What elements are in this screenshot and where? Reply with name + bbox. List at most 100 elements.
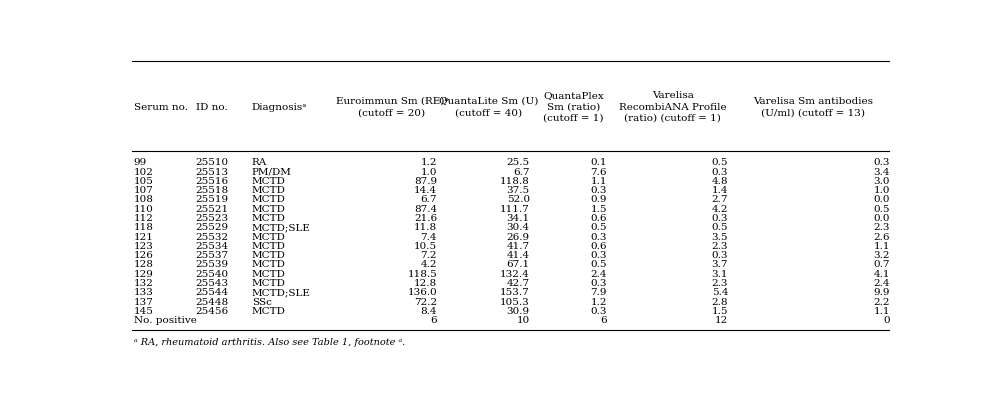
Text: 25534: 25534 bbox=[195, 241, 229, 250]
Text: 25448: 25448 bbox=[195, 297, 229, 306]
Text: Diagnosisᵃ: Diagnosisᵃ bbox=[252, 102, 307, 111]
Text: 110: 110 bbox=[133, 204, 153, 213]
Text: Serum no.: Serum no. bbox=[133, 102, 188, 111]
Text: 2.3: 2.3 bbox=[873, 223, 890, 232]
Text: 1.0: 1.0 bbox=[420, 167, 437, 176]
Text: 6: 6 bbox=[430, 315, 437, 324]
Text: MCTD: MCTD bbox=[252, 260, 286, 269]
Text: 25543: 25543 bbox=[195, 278, 229, 287]
Text: 9.9: 9.9 bbox=[873, 288, 890, 296]
Text: 0.6: 0.6 bbox=[591, 213, 607, 223]
Text: MCTD: MCTD bbox=[252, 278, 286, 287]
Text: 126: 126 bbox=[133, 251, 153, 259]
Text: 21.6: 21.6 bbox=[414, 213, 437, 223]
Text: Euroimmun Sm (RE)ᵇ
(cutoff = 20): Euroimmun Sm (RE)ᵇ (cutoff = 20) bbox=[336, 97, 448, 117]
Text: 1.5: 1.5 bbox=[591, 204, 607, 213]
Text: 6.7: 6.7 bbox=[420, 195, 437, 204]
Text: 1.4: 1.4 bbox=[711, 186, 728, 194]
Text: 25521: 25521 bbox=[195, 204, 229, 213]
Text: SSc: SSc bbox=[252, 297, 272, 306]
Text: 128: 128 bbox=[133, 260, 153, 269]
Text: 25523: 25523 bbox=[195, 213, 229, 223]
Text: 129: 129 bbox=[133, 269, 153, 278]
Text: 1.1: 1.1 bbox=[873, 306, 890, 315]
Text: 105: 105 bbox=[133, 176, 153, 185]
Text: MCTD: MCTD bbox=[252, 195, 286, 204]
Text: QuantaLite Sm (U)
(cutoff = 40): QuantaLite Sm (U) (cutoff = 40) bbox=[439, 97, 538, 117]
Text: 4.2: 4.2 bbox=[711, 204, 728, 213]
Text: 72.2: 72.2 bbox=[414, 297, 437, 306]
Text: No. positive: No. positive bbox=[133, 315, 196, 324]
Text: 30.9: 30.9 bbox=[507, 306, 530, 315]
Text: 153.7: 153.7 bbox=[500, 288, 530, 296]
Text: 2.8: 2.8 bbox=[711, 297, 728, 306]
Text: 0.1: 0.1 bbox=[591, 158, 607, 167]
Text: 37.5: 37.5 bbox=[507, 186, 530, 194]
Text: 0: 0 bbox=[883, 315, 890, 324]
Text: 6.7: 6.7 bbox=[513, 167, 530, 176]
Text: MCTD: MCTD bbox=[252, 251, 286, 259]
Text: 0.3: 0.3 bbox=[591, 232, 607, 241]
Text: 118.8: 118.8 bbox=[500, 176, 530, 185]
Text: 25544: 25544 bbox=[195, 288, 229, 296]
Text: 123: 123 bbox=[133, 241, 153, 250]
Text: 112: 112 bbox=[133, 213, 153, 223]
Text: 25532: 25532 bbox=[195, 232, 229, 241]
Text: 0.5: 0.5 bbox=[711, 158, 728, 167]
Text: 0.3: 0.3 bbox=[591, 278, 607, 287]
Text: 52.0: 52.0 bbox=[507, 195, 530, 204]
Text: 0.3: 0.3 bbox=[711, 213, 728, 223]
Text: ᵃ RA, rheumatoid arthritis. Also see Table 1, footnote ᵃ.: ᵃ RA, rheumatoid arthritis. Also see Tab… bbox=[133, 337, 405, 346]
Text: 0.3: 0.3 bbox=[591, 251, 607, 259]
Text: RA: RA bbox=[252, 158, 267, 167]
Text: 34.1: 34.1 bbox=[507, 213, 530, 223]
Text: 25516: 25516 bbox=[195, 176, 229, 185]
Text: 2.2: 2.2 bbox=[873, 297, 890, 306]
Text: 118: 118 bbox=[133, 223, 153, 232]
Text: MCTD;SLE: MCTD;SLE bbox=[252, 223, 311, 232]
Text: 1.0: 1.0 bbox=[873, 186, 890, 194]
Text: 2.4: 2.4 bbox=[873, 278, 890, 287]
Text: 0.5: 0.5 bbox=[873, 204, 890, 213]
Text: 0.3: 0.3 bbox=[711, 251, 728, 259]
Text: 99: 99 bbox=[133, 158, 147, 167]
Text: 0.9: 0.9 bbox=[591, 195, 607, 204]
Text: 12: 12 bbox=[715, 315, 728, 324]
Text: 121: 121 bbox=[133, 232, 153, 241]
Text: Varelisa
RecombiANA Profile
(ratio) (cutoff = 1): Varelisa RecombiANA Profile (ratio) (cut… bbox=[619, 91, 726, 123]
Text: 0.5: 0.5 bbox=[591, 260, 607, 269]
Text: 12.8: 12.8 bbox=[414, 278, 437, 287]
Text: 2.6: 2.6 bbox=[873, 232, 890, 241]
Text: 111.7: 111.7 bbox=[500, 204, 530, 213]
Text: 26.9: 26.9 bbox=[507, 232, 530, 241]
Text: QuantaPlex
Sm (ratio)
(cutoff = 1): QuantaPlex Sm (ratio) (cutoff = 1) bbox=[543, 91, 604, 123]
Text: 107: 107 bbox=[133, 186, 153, 194]
Text: MCTD: MCTD bbox=[252, 176, 286, 185]
Text: 132.4: 132.4 bbox=[500, 269, 530, 278]
Text: 2.3: 2.3 bbox=[711, 241, 728, 250]
Text: 42.7: 42.7 bbox=[507, 278, 530, 287]
Text: MCTD: MCTD bbox=[252, 269, 286, 278]
Text: MCTD: MCTD bbox=[252, 232, 286, 241]
Text: 136.0: 136.0 bbox=[407, 288, 437, 296]
Text: 25518: 25518 bbox=[195, 186, 229, 194]
Text: 8.4: 8.4 bbox=[420, 306, 437, 315]
Text: ID no.: ID no. bbox=[195, 102, 227, 111]
Text: 2.3: 2.3 bbox=[711, 278, 728, 287]
Text: 0.0: 0.0 bbox=[873, 213, 890, 223]
Text: 10: 10 bbox=[517, 315, 530, 324]
Text: 137: 137 bbox=[133, 297, 153, 306]
Text: MCTD;SLE: MCTD;SLE bbox=[252, 288, 311, 296]
Text: 118.5: 118.5 bbox=[407, 269, 437, 278]
Text: MCTD: MCTD bbox=[252, 241, 286, 250]
Text: 4.2: 4.2 bbox=[420, 260, 437, 269]
Text: 5.4: 5.4 bbox=[711, 288, 728, 296]
Text: 25537: 25537 bbox=[195, 251, 229, 259]
Text: Varelisa Sm antibodies
(U/ml) (cutoff = 13): Varelisa Sm antibodies (U/ml) (cutoff = … bbox=[753, 97, 873, 117]
Text: 4.8: 4.8 bbox=[711, 176, 728, 185]
Text: 4.1: 4.1 bbox=[873, 269, 890, 278]
Text: 7.4: 7.4 bbox=[420, 232, 437, 241]
Text: MCTD: MCTD bbox=[252, 306, 286, 315]
Text: 25540: 25540 bbox=[195, 269, 229, 278]
Text: 3.1: 3.1 bbox=[711, 269, 728, 278]
